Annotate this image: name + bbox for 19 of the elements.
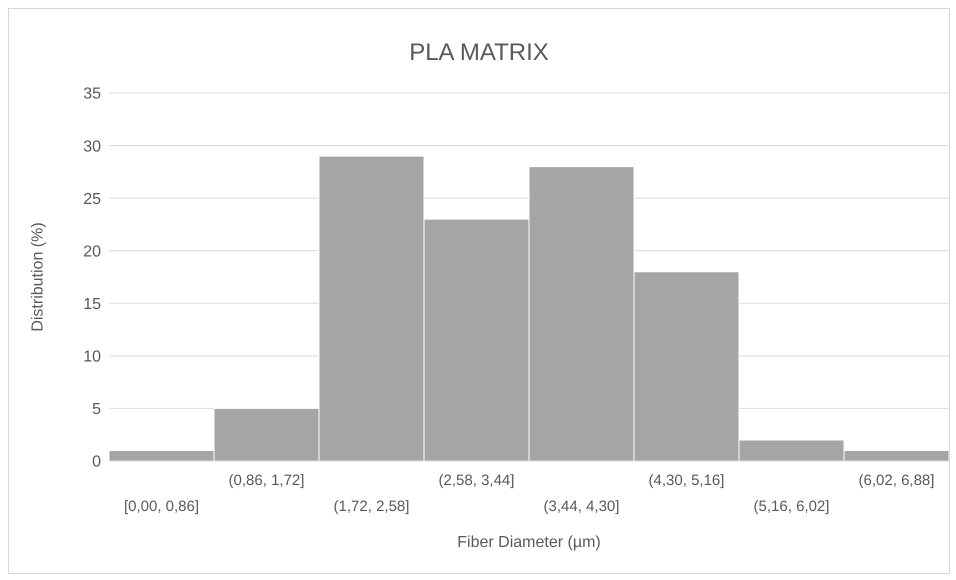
x-tick-label: (5,16, 6,02] [754, 498, 830, 515]
x-tick-label: (6,02, 6,88] [858, 472, 934, 489]
y-tick-label: 25 [83, 190, 102, 208]
y-tick-label: 20 [83, 243, 102, 260]
chart-title: PLA MATRIX [408, 39, 550, 68]
x-tick-label: (3,44, 4,30] [544, 498, 620, 515]
x-tick-label: (4,30, 5,16] [648, 472, 724, 489]
y-tick-label: 0 [92, 454, 102, 471]
y-axis-title: Distribution (%) [30, 222, 47, 332]
x-axis-title: Fiber Diameter (µm) [457, 534, 601, 551]
x-tick-label: (0,86, 1,72] [228, 472, 304, 489]
x-tick-label: (2,58, 3,44] [438, 472, 514, 489]
y-tick-label: 10 [83, 348, 102, 366]
x-tick-label: [0,00, 0,86] [124, 498, 200, 515]
x-tick-label: (1,72, 2,58] [334, 498, 410, 515]
y-tick-label: 30 [83, 138, 102, 156]
y-tick-label: 15 [83, 296, 102, 313]
y-tick-label: 35 [83, 86, 102, 103]
y-tick-label: 5 [92, 401, 102, 418]
